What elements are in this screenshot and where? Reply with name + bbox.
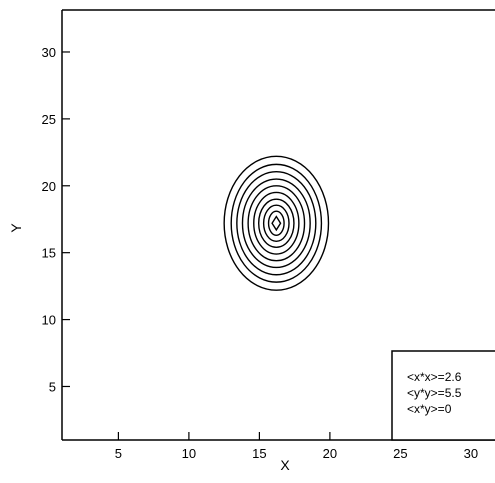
contour-level-7 <box>257 198 295 248</box>
contour-level-4 <box>241 178 311 269</box>
y-axis-ticks: 5 10 15 20 25 30 <box>42 45 70 394</box>
x-tick-label-6: 30 <box>464 446 478 461</box>
contour-level-1 <box>223 155 330 291</box>
contour-level-6 <box>253 191 300 255</box>
contour-level-9 <box>267 210 285 236</box>
x-tick-label-2: 10 <box>182 446 196 461</box>
y-tick-label-2: 10 <box>42 313 56 328</box>
y-tick-label-5: 25 <box>42 112 56 127</box>
x-axis-label: X <box>280 457 290 473</box>
stats-box: <x*x>=2.6 <y*y>=5.5 <x*y>=0 <box>391 350 495 441</box>
stat-xx: <x*x>=2.6 <box>407 370 462 384</box>
x-axis-ticks: 5 10 15 20 25 30 <box>115 432 478 461</box>
stat-yy: <y*y>=5.5 <box>407 386 462 400</box>
contour-level-3 <box>236 171 317 276</box>
stat-xy: <x*y>=0 <box>407 402 452 416</box>
contour-level-2 <box>230 163 323 283</box>
y-tick-label-1: 5 <box>49 379 56 394</box>
contour-level-8 <box>262 204 290 242</box>
y-tick-label-3: 15 <box>42 246 56 261</box>
x-tick-label-4: 20 <box>323 446 337 461</box>
x-tick-label-1: 5 <box>115 446 122 461</box>
stats-box-frame <box>391 350 495 441</box>
x-tick-label-5: 25 <box>393 446 407 461</box>
y-tick-label-4: 20 <box>42 179 56 194</box>
contour-level-5 <box>247 185 306 262</box>
x-tick-label-3: 15 <box>252 446 266 461</box>
y-axis-label: Y <box>8 223 24 233</box>
contour-lines <box>223 155 330 291</box>
y-tick-label-6: 30 <box>42 45 56 60</box>
contour-level-10 <box>271 215 282 232</box>
